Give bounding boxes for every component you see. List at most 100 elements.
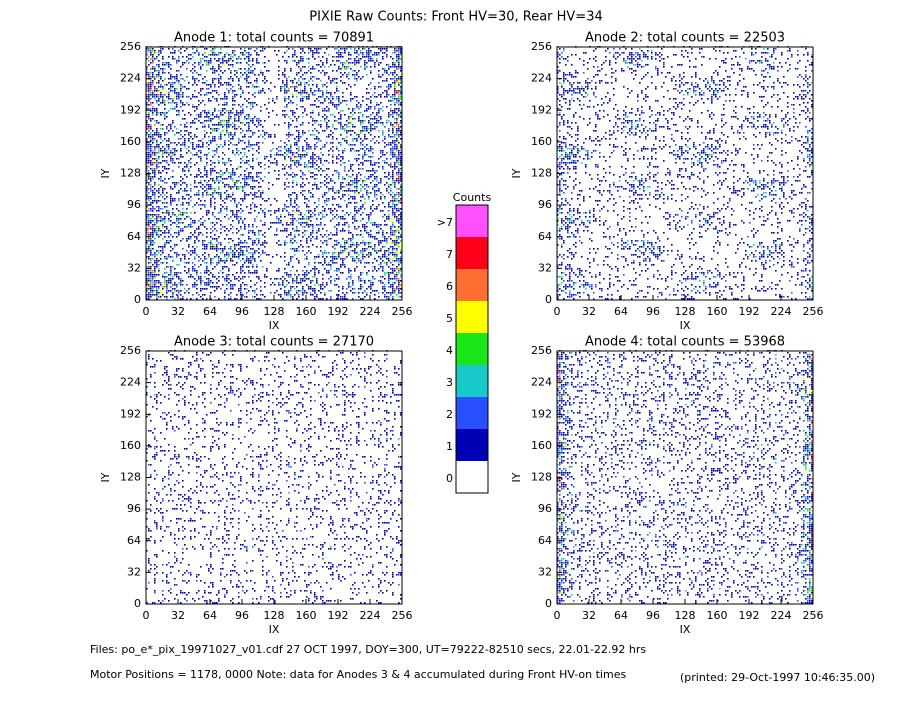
- pixel: [340, 124, 342, 126]
- pixel: [172, 284, 174, 286]
- pixel: [316, 168, 318, 170]
- pixel: [148, 118, 150, 120]
- pixel: [146, 224, 148, 226]
- pixel: [340, 52, 342, 54]
- pixel: [300, 218, 302, 220]
- pixel: [194, 96, 196, 98]
- pixel: [230, 172, 232, 174]
- pixel: [296, 278, 298, 280]
- pixel: [340, 184, 342, 186]
- pixel: [150, 176, 152, 178]
- pixel: [240, 218, 242, 220]
- pixel: [354, 50, 356, 52]
- pixel: [234, 94, 236, 96]
- pixel: [218, 186, 220, 188]
- pixel: [296, 92, 298, 94]
- pixel: [240, 152, 242, 154]
- pixel: [154, 108, 156, 110]
- pixel: [320, 182, 322, 184]
- pixel: [244, 148, 246, 150]
- pixel: [146, 180, 148, 182]
- pixel: [348, 202, 350, 204]
- pixel: [326, 92, 328, 94]
- pixel: [164, 246, 166, 248]
- pixel: [180, 134, 182, 136]
- pixel: [230, 160, 232, 162]
- pixel: [216, 218, 218, 220]
- pixel: [248, 144, 250, 146]
- pixel: [214, 52, 216, 54]
- pixel: [146, 126, 148, 128]
- pixel: [266, 254, 268, 256]
- pixel: [168, 168, 170, 170]
- pixel: [146, 266, 148, 268]
- pixel: [224, 216, 226, 218]
- pixel: [168, 64, 170, 66]
- pixel: [312, 226, 314, 228]
- pixel: [350, 122, 352, 124]
- pixel: [248, 114, 250, 116]
- pixel: [330, 298, 332, 300]
- pixel: [148, 146, 150, 148]
- pixel: [312, 156, 314, 158]
- pixel: [214, 180, 216, 182]
- pixel: [202, 216, 204, 218]
- pixel: [208, 242, 210, 244]
- pixel: [170, 220, 172, 222]
- pixel: [160, 162, 162, 164]
- pixel: [240, 186, 242, 188]
- pixel: [358, 296, 360, 298]
- pixel: [338, 294, 340, 296]
- pixel: [314, 104, 316, 106]
- pixel: [276, 54, 278, 56]
- pixel: [152, 240, 154, 242]
- pixel: [248, 102, 250, 104]
- pixel: [286, 92, 288, 94]
- pixel: [300, 164, 302, 166]
- pixel: [166, 128, 168, 130]
- pixel: [308, 216, 310, 218]
- pixel: [324, 250, 326, 252]
- pixel: [248, 76, 250, 78]
- pixel: [324, 110, 326, 112]
- pixel: [194, 264, 196, 266]
- pixel: [348, 198, 350, 200]
- pixel: [356, 62, 358, 64]
- pixel: [150, 174, 152, 176]
- pixel: [312, 154, 314, 156]
- pixel: [168, 78, 170, 80]
- pixel: [238, 258, 240, 260]
- pixel: [176, 106, 178, 108]
- pixel: [184, 288, 186, 290]
- pixel: [158, 208, 160, 210]
- pixel: [356, 228, 358, 230]
- pixel: [244, 182, 246, 184]
- pixel: [364, 68, 366, 70]
- pixel: [178, 226, 180, 228]
- pixel: [188, 132, 190, 134]
- pixel: [220, 62, 222, 64]
- pixel: [156, 166, 158, 168]
- pixel: [214, 58, 216, 60]
- pixel: [344, 138, 346, 140]
- pixel: [328, 234, 330, 236]
- pixel: [286, 274, 288, 276]
- pixel: [154, 98, 156, 100]
- pixel: [200, 204, 202, 206]
- pixel: [176, 76, 178, 78]
- pixel: [228, 172, 230, 174]
- pixel: [156, 158, 158, 160]
- pixel: [184, 170, 186, 172]
- pixel: [154, 214, 156, 216]
- pixel: [154, 150, 156, 152]
- pixel: [346, 60, 348, 62]
- pixel: [264, 176, 266, 178]
- pixel: [154, 66, 156, 68]
- pixel: [268, 254, 270, 256]
- pixel: [236, 70, 238, 72]
- pixel: [232, 256, 234, 258]
- pixel: [202, 100, 204, 102]
- pixel: [210, 68, 212, 70]
- pixel: [194, 240, 196, 242]
- pixel: [304, 226, 306, 228]
